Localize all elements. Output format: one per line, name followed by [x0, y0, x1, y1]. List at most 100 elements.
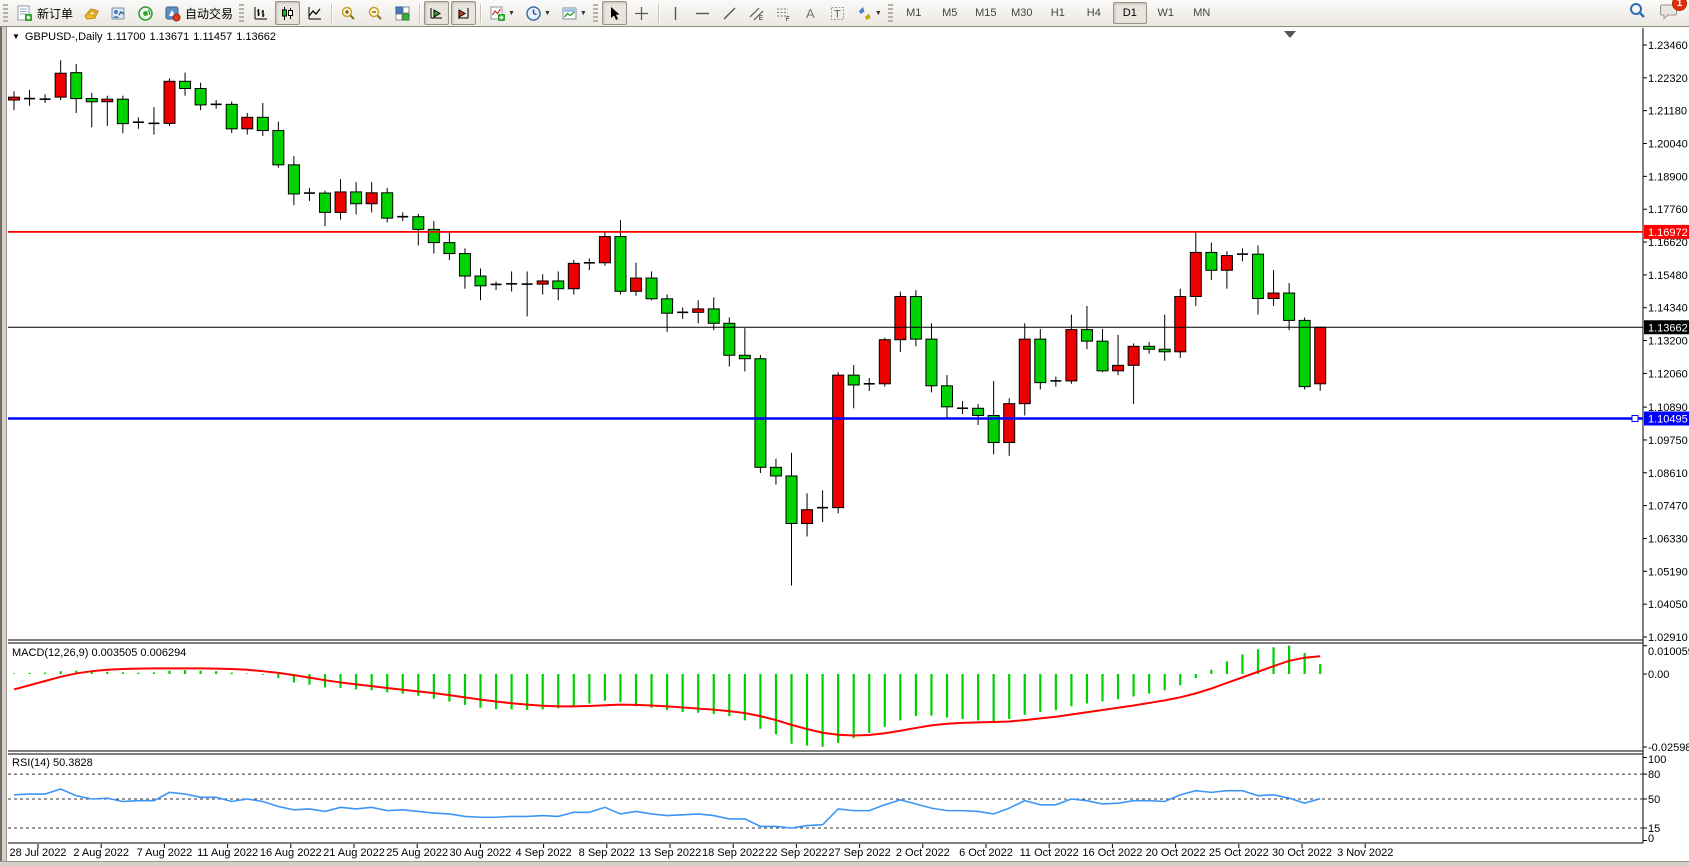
- zoom-out-button[interactable]: [363, 1, 388, 25]
- svg-text:E: E: [759, 16, 763, 22]
- auto-trading-label: 自动交易: [185, 6, 234, 21]
- bear-candle: [443, 242, 456, 255]
- notification-bubble-icon[interactable]: 1: [1659, 0, 1687, 25]
- bear-candle: [1158, 348, 1171, 353]
- templates-button[interactable]: ▼: [557, 1, 591, 25]
- price-tick-label: 1.04050: [1648, 599, 1688, 611]
- periods-button[interactable]: ▼: [521, 1, 555, 25]
- macd-tick-label: -0.025987: [1648, 742, 1689, 754]
- bull-candle: [832, 374, 845, 509]
- arrows-button[interactable]: ▼: [852, 1, 886, 25]
- auto-trading-button[interactable]: 自动交易: [160, 1, 237, 25]
- timeframe-m30-button[interactable]: M30: [1011, 7, 1033, 19]
- timeframe-h1-button[interactable]: H1: [1050, 7, 1065, 19]
- timeframe-m1-button[interactable]: M1: [906, 7, 922, 19]
- timeframe-mn-button[interactable]: MN: [1193, 7, 1211, 19]
- bear-candle: [661, 298, 674, 314]
- timeframe-m5-button[interactable]: M5: [942, 7, 958, 19]
- new-order-button[interactable]: 新订单: [12, 1, 77, 25]
- bear-candle: [614, 236, 627, 292]
- chart-window: ▼ GBPUSD-,Daily 1.11700 1.13671 1.11457 1.136…: [0, 27, 1689, 866]
- trendline-icon: [721, 5, 738, 22]
- price-tick-label: 1.20040: [1648, 139, 1688, 151]
- dropdown-arrow-icon: ▼: [579, 9, 587, 17]
- toolbar-grip[interactable]: [239, 4, 245, 22]
- fibonacci-button[interactable]: F: [771, 1, 796, 25]
- zoom-out-icon: [367, 5, 384, 22]
- timeframe-w1-button[interactable]: W1: [1157, 7, 1175, 19]
- horizontal-line-icon: [694, 5, 711, 22]
- bull-candle: [163, 80, 176, 124]
- bull-candle: [630, 277, 642, 292]
- bull-candle: [54, 72, 67, 98]
- text-button[interactable]: A: [798, 1, 823, 25]
- price-tick-label: 1.07470: [1648, 501, 1688, 513]
- zoom-in-icon: [340, 5, 357, 22]
- auto-scroll-button[interactable]: [424, 1, 450, 25]
- bear-candle: [847, 374, 860, 386]
- svg-text:T: T: [834, 8, 841, 20]
- trendline-button[interactable]: [717, 1, 742, 25]
- date-label: 27 Sep 2022: [828, 847, 890, 859]
- indicators-button[interactable]: ▼: [485, 1, 519, 25]
- date-label: 25 Aug 2022: [386, 847, 448, 859]
- periods-clock-icon: [525, 5, 542, 22]
- date-label: 18 Sep 2022: [702, 847, 764, 859]
- bear-candle: [458, 253, 471, 277]
- strategy-tester-button[interactable]: [106, 1, 131, 25]
- price-tick-label: 1.08610: [1648, 468, 1688, 480]
- chart-background[interactable]: [7, 27, 1689, 866]
- toolbar-grip[interactable]: [592, 4, 598, 22]
- line-chart-button[interactable]: [302, 1, 327, 25]
- bear-candle: [287, 164, 300, 195]
- date-label: 8 Sep 2022: [579, 847, 635, 859]
- text-label-button[interactable]: T: [825, 1, 850, 25]
- broadcast-button[interactable]: [133, 1, 158, 25]
- window-left-edge: [0, 27, 7, 866]
- bull-candle: [536, 280, 549, 285]
- rsi-line: [13, 788, 1321, 829]
- price-tick-label: 1.18900: [1648, 171, 1688, 183]
- equidistant-channel-icon: E: [748, 5, 765, 22]
- bear-candle: [645, 277, 658, 300]
- chart-canvas[interactable]: 1.23460 1.22320 1.21180 1.20040 1.18900 1.177…: [0, 27, 1689, 866]
- tile-windows-button[interactable]: [390, 1, 415, 25]
- bear-candle: [474, 275, 487, 287]
- date-label: 11 Oct 2022: [1020, 847, 1079, 859]
- crosshair-button[interactable]: [629, 1, 654, 25]
- timeframe-d1-button[interactable]: D1: [1112, 2, 1147, 24]
- macd-indicator-label: MACD(12,26,9) 0.003505 0.006294: [12, 647, 186, 659]
- bull-candle: [101, 98, 114, 103]
- fibonacci-icon: F: [775, 5, 792, 22]
- zoom-in-button[interactable]: [336, 1, 361, 25]
- ohlc-close: 1.13662: [236, 31, 276, 43]
- price-badge: [1644, 411, 1689, 426]
- candlestick-chart-button[interactable]: [275, 1, 301, 25]
- price-tick-label: 1.06330: [1648, 533, 1688, 545]
- collapse-indicators-icon[interactable]: ▼: [12, 32, 20, 41]
- price-tick-label: 1.22320: [1648, 73, 1688, 85]
- toolbar-grip[interactable]: [887, 4, 893, 22]
- chart-shift-marker-icon[interactable]: [1284, 31, 1296, 38]
- horizontal-line-button[interactable]: [690, 1, 715, 25]
- bear-candle: [1143, 345, 1156, 350]
- bar-chart-button[interactable]: [248, 1, 273, 25]
- chart-shift-button[interactable]: [451, 1, 477, 25]
- timeframe-h4-button[interactable]: H4: [1086, 7, 1101, 19]
- price-tick-label: 1.21180: [1648, 106, 1687, 118]
- toolbar-grip[interactable]: [3, 4, 8, 22]
- timeframe-m15-button[interactable]: M15: [975, 7, 997, 19]
- market-watch-button[interactable]: [79, 1, 104, 25]
- search-icon[interactable]: [1628, 1, 1647, 25]
- bear-candle: [412, 216, 425, 230]
- rsi-tick-label: 15: [1648, 823, 1660, 835]
- svg-text:A: A: [806, 6, 815, 21]
- bear-candle: [972, 407, 985, 416]
- hline-drag-handle[interactable]: [1631, 414, 1639, 422]
- cursor-button[interactable]: [601, 1, 627, 25]
- equidistant-channel-button[interactable]: E: [744, 1, 769, 25]
- text-a-icon: A: [802, 5, 819, 22]
- rsi-value: 50.3828: [52, 757, 93, 769]
- bear-candle: [738, 354, 751, 360]
- vertical-line-button[interactable]: [663, 1, 688, 25]
